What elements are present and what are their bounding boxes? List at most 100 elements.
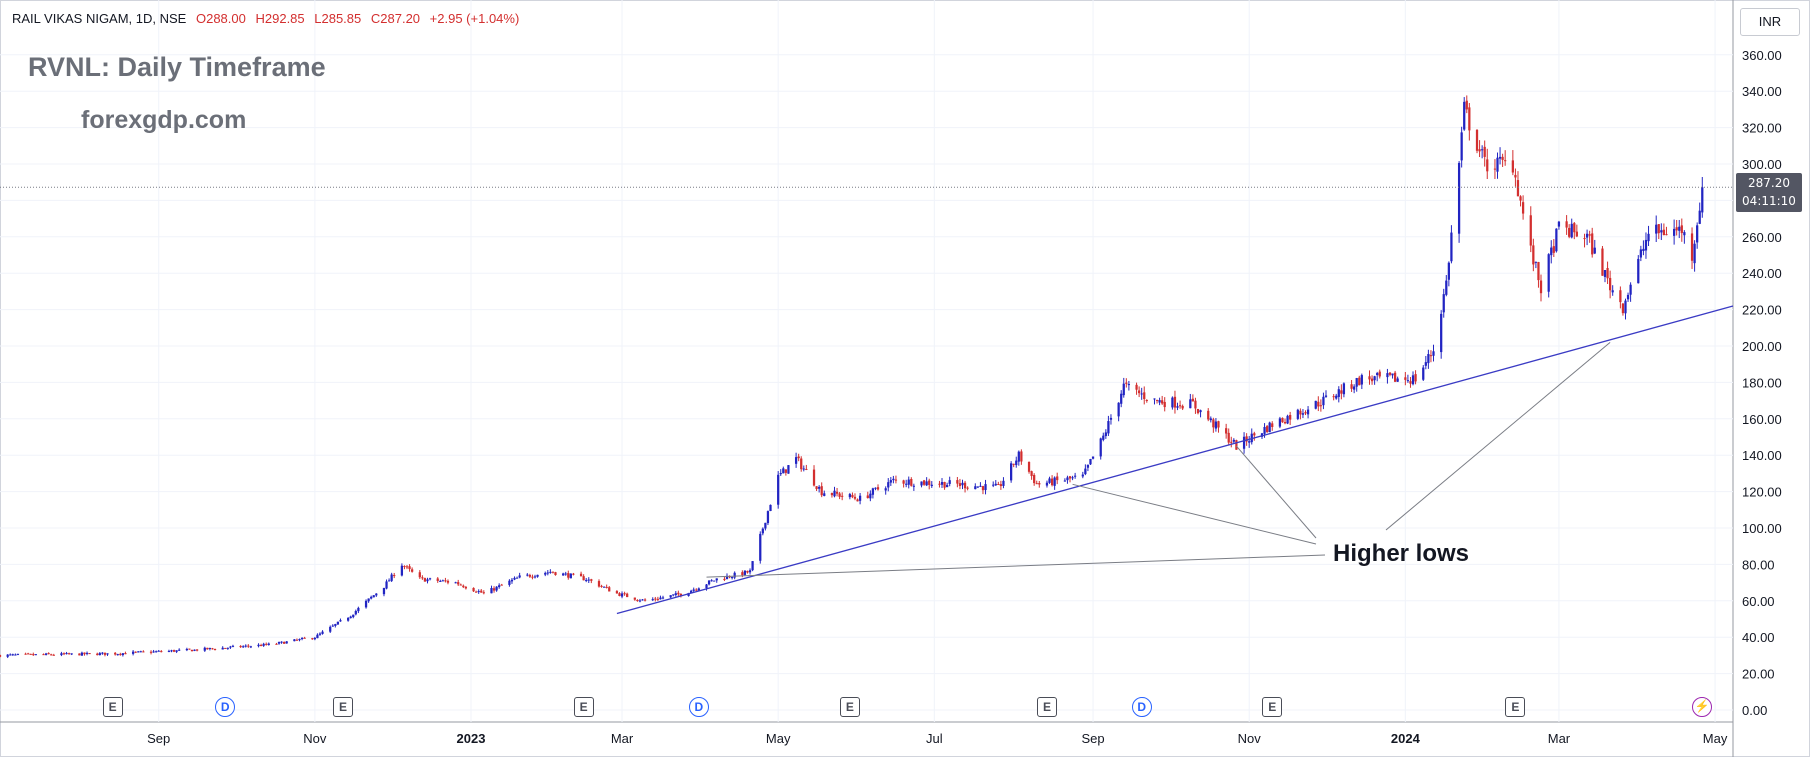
close-value: C287.20 [370, 11, 421, 26]
candle-body [725, 575, 729, 580]
candle [1350, 380, 1353, 392]
candle [812, 465, 816, 487]
candle-body [490, 587, 493, 594]
candle [321, 630, 324, 635]
earnings-marker[interactable]: E [1036, 697, 1057, 717]
candle-body [85, 652, 89, 654]
candle [247, 644, 250, 648]
candle-body [339, 620, 342, 622]
candle-body [295, 639, 299, 641]
candle-body [157, 650, 160, 652]
candle-body [313, 637, 316, 640]
earnings-marker[interactable]: E [573, 697, 594, 717]
candle-body [974, 486, 977, 490]
candle-body [167, 650, 171, 652]
earnings-marker[interactable]: E [1262, 697, 1283, 717]
candle-body [1158, 400, 1161, 403]
candle-body [331, 625, 334, 627]
candle [1158, 397, 1161, 406]
candle-body [221, 647, 224, 650]
candle [1283, 418, 1287, 425]
candle [887, 478, 890, 492]
candle [1529, 206, 1532, 253]
candle-body [492, 588, 496, 591]
candle-body [1189, 399, 1192, 409]
candle-body [1606, 267, 1609, 279]
candle [1020, 449, 1023, 465]
candle-body [462, 585, 465, 588]
candle [1642, 240, 1645, 256]
candle [24, 652, 27, 655]
candle-body [1089, 458, 1092, 465]
candle [364, 599, 368, 609]
candle-body [50, 654, 53, 656]
candle [367, 598, 370, 603]
candle-body [743, 570, 747, 575]
candle-body [1690, 233, 1694, 261]
lightning-icon[interactable]: ⚡ [1692, 697, 1713, 717]
candle-body [544, 572, 547, 575]
symbol-label: RAIL VIKAS NIGAM, 1D, NSE [12, 11, 187, 26]
y-tick-label: 220.00 [1742, 303, 1782, 318]
candle [1171, 396, 1174, 410]
candle-body [815, 486, 818, 490]
candle [838, 491, 841, 500]
earnings-marker[interactable]: E [839, 697, 860, 717]
candle-body [1498, 156, 1502, 159]
watermark-site: forexgdp.com [81, 106, 247, 134]
candle [1253, 431, 1256, 441]
dividend-marker[interactable]: D [215, 697, 236, 717]
candle-body [1171, 397, 1174, 408]
candle-body [715, 578, 718, 581]
candle [1322, 392, 1325, 410]
candle [336, 621, 340, 625]
candle [157, 650, 160, 652]
candle [674, 591, 677, 597]
candle [787, 465, 790, 474]
candle [669, 595, 672, 599]
candle-body [1440, 313, 1443, 353]
candle [480, 589, 483, 593]
candle-body [1050, 478, 1054, 486]
candle [948, 476, 951, 487]
candle-body [633, 597, 636, 600]
candle [293, 639, 296, 642]
currency-selector[interactable]: INR [1740, 8, 1800, 36]
dividend-marker[interactable]: D [688, 697, 709, 717]
dividend-marker[interactable]: D [1131, 697, 1152, 717]
earnings-marker[interactable]: E [102, 697, 123, 717]
low-value: L285.85 [314, 11, 362, 26]
candle [298, 638, 301, 642]
candle-body [866, 495, 869, 499]
candle [1422, 365, 1425, 381]
candle [1155, 399, 1159, 404]
earnings-marker[interactable]: E [333, 697, 354, 717]
earnings-marker[interactable]: E [1505, 697, 1526, 717]
candle [746, 570, 749, 574]
candle-body [1463, 101, 1466, 130]
candle [1189, 393, 1192, 409]
candle [65, 651, 68, 655]
candle [1360, 373, 1363, 390]
candle [457, 579, 460, 586]
y-tick-label: 120.00 [1742, 485, 1782, 500]
candle-body [1514, 174, 1517, 178]
candle-body [508, 580, 511, 585]
candle-body [1045, 482, 1049, 486]
candle [938, 480, 941, 488]
candle-body [1593, 247, 1596, 254]
candle [375, 593, 378, 597]
candle-body [1537, 261, 1540, 281]
candle [277, 641, 281, 645]
candle-body [1199, 410, 1202, 413]
candle-body [641, 599, 644, 601]
candle [515, 576, 519, 579]
candle-body [106, 653, 109, 655]
candle-body [142, 651, 145, 653]
candle-body [390, 574, 393, 581]
candle [1286, 414, 1289, 425]
candle-body [1332, 396, 1335, 398]
candle-body [1063, 480, 1067, 482]
